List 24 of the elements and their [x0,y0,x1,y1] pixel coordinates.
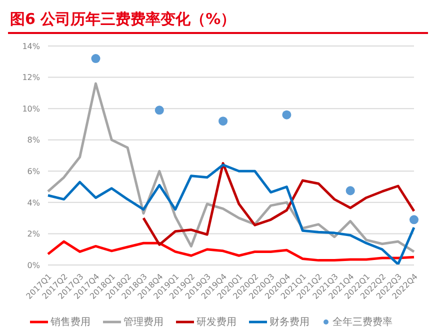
line-series [46,82,416,253]
legend-label: 研发费用 [196,316,236,329]
y-tick-label: 2% [27,230,40,239]
legend-label: 销售费用 [50,316,90,329]
y-tick-label: 12% [22,73,40,82]
line-series [46,240,416,262]
point [409,215,419,224]
point [154,106,164,115]
y-tick-label: 0% [27,260,40,270]
line-series [142,162,416,246]
legend-label: 管理费用 [124,316,164,329]
y-tick-label: 8% [27,136,40,145]
line-series [46,164,416,265]
legend-label: 全年三费费率 [332,316,392,329]
point [218,116,228,126]
point [282,110,292,120]
point [91,54,100,64]
y-tick-label: 10% [22,104,40,114]
point [346,186,355,196]
y-tick-label: 4% [27,198,40,208]
y-tick-label: 14% [22,42,40,51]
legend-label: 财务费用 [270,316,310,329]
y-tick-label: 6% [27,166,40,176]
chart-title: 图6 公司历年三费费率变化（%） [8,8,428,34]
